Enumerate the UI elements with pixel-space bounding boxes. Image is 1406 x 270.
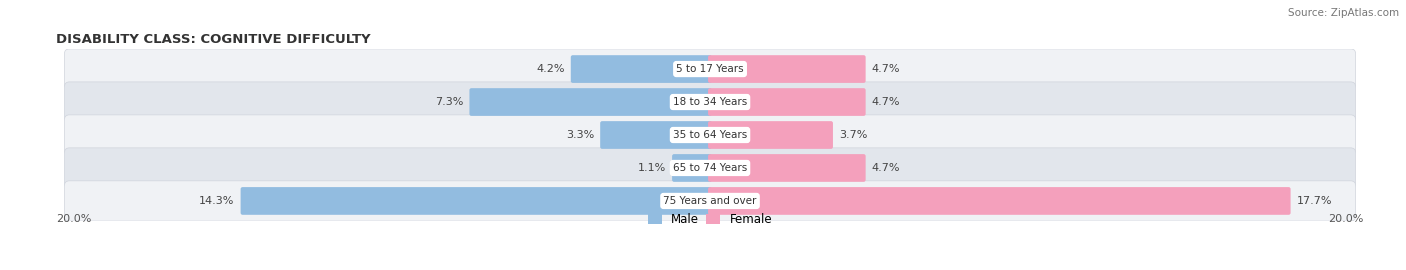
Text: 4.7%: 4.7% <box>872 97 900 107</box>
FancyBboxPatch shape <box>65 148 1355 188</box>
Text: DISABILITY CLASS: COGNITIVE DIFFICULTY: DISABILITY CLASS: COGNITIVE DIFFICULTY <box>56 33 371 46</box>
Text: 75 Years and over: 75 Years and over <box>664 196 756 206</box>
FancyBboxPatch shape <box>65 115 1355 155</box>
FancyBboxPatch shape <box>709 121 832 149</box>
Text: 4.7%: 4.7% <box>872 64 900 74</box>
FancyBboxPatch shape <box>709 187 1291 215</box>
FancyBboxPatch shape <box>470 88 711 116</box>
FancyBboxPatch shape <box>709 154 866 182</box>
FancyBboxPatch shape <box>240 187 711 215</box>
Text: 3.3%: 3.3% <box>565 130 593 140</box>
FancyBboxPatch shape <box>600 121 711 149</box>
Text: 18 to 34 Years: 18 to 34 Years <box>673 97 747 107</box>
FancyBboxPatch shape <box>672 154 711 182</box>
Text: 3.7%: 3.7% <box>839 130 868 140</box>
Text: 35 to 64 Years: 35 to 64 Years <box>673 130 747 140</box>
FancyBboxPatch shape <box>571 55 711 83</box>
FancyBboxPatch shape <box>709 88 866 116</box>
Text: 20.0%: 20.0% <box>1329 214 1364 224</box>
Text: 4.2%: 4.2% <box>536 64 565 74</box>
FancyBboxPatch shape <box>65 181 1355 221</box>
Text: 7.3%: 7.3% <box>434 97 463 107</box>
Legend: Male, Female: Male, Female <box>648 213 772 226</box>
Text: 65 to 74 Years: 65 to 74 Years <box>673 163 747 173</box>
Text: 14.3%: 14.3% <box>200 196 235 206</box>
Text: 1.1%: 1.1% <box>638 163 666 173</box>
Text: 5 to 17 Years: 5 to 17 Years <box>676 64 744 74</box>
Text: 20.0%: 20.0% <box>56 214 91 224</box>
Text: Source: ZipAtlas.com: Source: ZipAtlas.com <box>1288 8 1399 18</box>
FancyBboxPatch shape <box>65 49 1355 89</box>
Text: 4.7%: 4.7% <box>872 163 900 173</box>
FancyBboxPatch shape <box>709 55 866 83</box>
FancyBboxPatch shape <box>65 82 1355 122</box>
Text: 17.7%: 17.7% <box>1296 196 1333 206</box>
